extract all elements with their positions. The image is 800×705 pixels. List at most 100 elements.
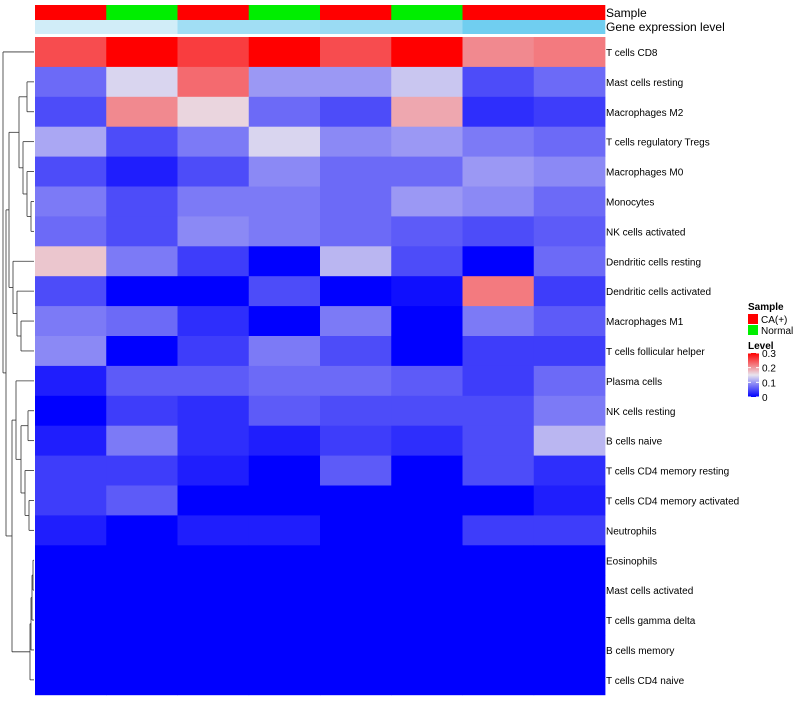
expression-annotation-cell [320, 20, 392, 34]
heatmap-cell [106, 336, 178, 367]
heatmap-cell [391, 186, 463, 217]
heatmap-cell [462, 276, 535, 307]
heatmap-cell [35, 246, 107, 277]
heatmap-cell [106, 216, 178, 247]
heatmap-cell [106, 37, 178, 68]
heatmap-cell [177, 515, 250, 546]
heatmap-cell [106, 365, 178, 397]
row-label: Macrophages M0 [606, 168, 684, 179]
heatmap-cell [177, 575, 250, 606]
heatmap-cell [462, 425, 535, 456]
sample-annotation-cell [106, 5, 178, 20]
row-label: Monocytes [606, 197, 654, 208]
heatmap-cell [177, 605, 250, 636]
heatmap-cell [177, 485, 250, 516]
heatmap-cell [320, 216, 392, 247]
heatmap-cell [462, 216, 535, 247]
row-label: Macrophages M1 [606, 317, 684, 328]
heatmap-cell [391, 66, 463, 98]
heatmap-cell [391, 96, 463, 128]
heatmap-cell [106, 425, 178, 456]
heatmap-cell [320, 306, 392, 337]
heatmap-cell [248, 186, 321, 217]
row-label: T cells CD4 memory activated [606, 496, 739, 507]
heatmap-cell [533, 216, 606, 247]
heatmap-cell [177, 395, 250, 427]
expression-annotation-cell [177, 20, 250, 34]
heatmap-cell [533, 545, 606, 576]
heatmap-cell [248, 246, 321, 277]
heatmap-cell [106, 515, 178, 546]
heatmap-cell [462, 186, 535, 217]
heatmap-cell [391, 515, 463, 546]
heatmap-cell [248, 336, 321, 367]
heatmap-cell [462, 37, 535, 68]
heatmap-cell [320, 365, 392, 397]
sample-annotation-cell [320, 5, 392, 20]
expression-annotation-cell [248, 20, 321, 34]
heatmap-cell [177, 336, 250, 367]
heatmap-cell [391, 485, 463, 516]
sample-annotation-cell [462, 5, 535, 20]
heatmap-cell [106, 545, 178, 576]
heatmap-cell [248, 96, 321, 128]
heatmap-cell [35, 336, 107, 367]
heatmap-cell [248, 425, 321, 456]
heatmap-cell [462, 306, 535, 337]
heatmap-cell [106, 455, 178, 486]
heatmap-cell [106, 66, 178, 98]
heatmap-cell [462, 156, 535, 187]
heatmap-cell [533, 515, 606, 546]
heatmap-cell [177, 246, 250, 277]
heatmap-cell [248, 395, 321, 427]
row-label: T cells CD4 naive [606, 676, 685, 687]
heatmap-cell [248, 605, 321, 636]
heatmap-cell [533, 455, 606, 486]
row-label: Dendritic cells activated [606, 287, 711, 298]
heatmap-cell [248, 635, 321, 666]
heatmap-cell [177, 664, 250, 696]
heatmap-cell [177, 306, 250, 337]
heatmap-cell [177, 276, 250, 307]
heatmap-cell [106, 96, 178, 128]
heatmap-cell [533, 156, 606, 187]
row-label: Mast cells activated [606, 586, 693, 597]
heatmap-cell [35, 545, 107, 576]
row-label: NK cells resting [606, 407, 675, 418]
heatmap-cell [106, 306, 178, 337]
heatmap-cell [248, 37, 321, 68]
heatmap-cell [533, 635, 606, 666]
sample-annotation-cell [248, 5, 321, 20]
heatmap-cell [248, 66, 321, 98]
heatmap-cell [462, 664, 535, 696]
heatmap-cell [177, 37, 250, 68]
heatmap-cell [462, 336, 535, 367]
heatmap-cell [248, 276, 321, 307]
heatmap-cell [35, 485, 107, 516]
heatmap-cell [391, 425, 463, 456]
heatmap-cell [35, 96, 107, 128]
heatmap-cell [35, 126, 107, 157]
heatmap-cell [462, 455, 535, 486]
legend-level-tick-label: 0.1 [762, 378, 776, 389]
heatmap-cell [106, 635, 178, 666]
heatmap-cell [391, 156, 463, 187]
heatmap-cell [462, 485, 535, 516]
sample-annotation-cell [533, 5, 606, 20]
heatmap-cell [35, 66, 107, 98]
heatmap-cell [391, 276, 463, 307]
heatmap-cell [320, 664, 392, 696]
heatmap-cell [391, 455, 463, 486]
heatmap-cell [533, 246, 606, 277]
legend-level-title: Level [748, 341, 774, 352]
heatmap-cell [533, 126, 606, 157]
legend-label-ca: CA(+) [761, 315, 787, 326]
row-label: T cells gamma delta [606, 616, 696, 627]
heatmap-cell [320, 425, 392, 456]
heatmap-cell [35, 216, 107, 247]
heatmap-cell [106, 575, 178, 606]
heatmap-cell [248, 575, 321, 606]
heatmap-cell [533, 66, 606, 98]
heatmap-cell [106, 605, 178, 636]
heatmap-cell [106, 186, 178, 217]
